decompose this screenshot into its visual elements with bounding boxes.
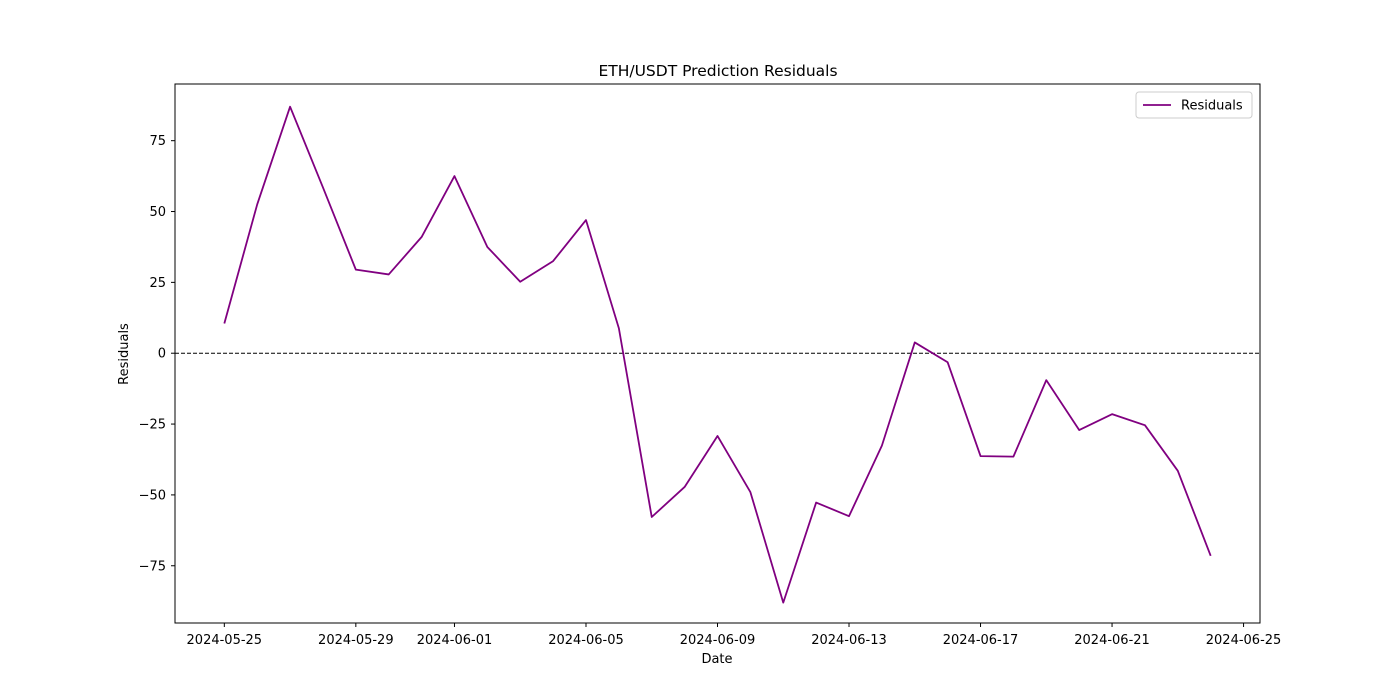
y-axis-label: Residuals bbox=[117, 323, 132, 385]
plot-area bbox=[174, 83, 1261, 624]
y-tick-label: −25 bbox=[139, 418, 166, 433]
legend: Residuals bbox=[1135, 91, 1253, 119]
y-tick-label: −50 bbox=[139, 488, 166, 503]
legend-box bbox=[1135, 91, 1253, 119]
x-axis: 2024-05-25 2024-05-29 2024-06-01 2024-06-05… bbox=[187, 623, 1282, 648]
x-tick-label: 2024-06-09 bbox=[680, 633, 756, 648]
chart-title: ETH/USDT Prediction Residuals bbox=[598, 62, 837, 80]
x-tick-label: 2024-06-05 bbox=[548, 633, 624, 648]
x-tick-label: 2024-06-21 bbox=[1074, 633, 1150, 648]
y-axis: −75 −50 −25 0 25 50 75 bbox=[139, 134, 175, 574]
y-tick-label: 25 bbox=[149, 276, 166, 291]
y-tick-label: −75 bbox=[139, 559, 166, 574]
y-tick-label: 50 bbox=[149, 205, 166, 220]
x-tick-label: 2024-05-29 bbox=[318, 633, 394, 648]
residuals-series-line bbox=[223, 105, 1212, 604]
x-tick-label: 2024-06-17 bbox=[943, 633, 1019, 648]
x-axis-label: Date bbox=[701, 652, 732, 667]
y-tick-label: 75 bbox=[149, 134, 166, 149]
y-tick-label: 0 bbox=[158, 347, 166, 362]
x-tick-label: 2024-06-01 bbox=[417, 633, 493, 648]
legend-label-residuals: Residuals bbox=[1181, 99, 1243, 114]
x-tick-label: 2024-06-25 bbox=[1206, 633, 1282, 648]
x-tick-label: 2024-06-13 bbox=[811, 633, 887, 648]
x-tick-label: 2024-05-25 bbox=[187, 633, 263, 648]
